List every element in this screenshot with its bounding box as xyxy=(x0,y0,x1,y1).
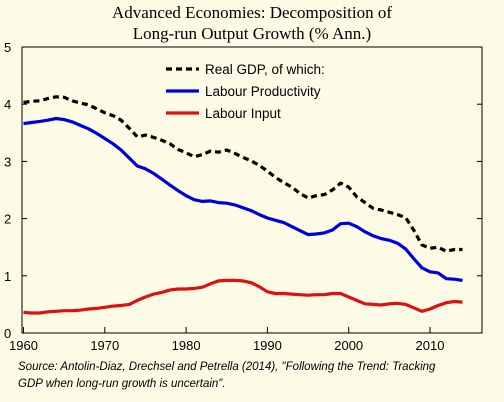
legend-label: Labour Input xyxy=(205,106,281,121)
chart-title: Advanced Economies: Decomposition of Lon… xyxy=(0,2,504,44)
y-tick-label: 4 xyxy=(4,97,11,112)
series-line xyxy=(23,278,463,315)
title-line-1: Advanced Economies: Decomposition of xyxy=(112,3,392,22)
y-tick-label: 5 xyxy=(4,40,11,55)
title-line-2: Long-run Output Growth (% Ann.) xyxy=(132,24,372,43)
x-tick-label: 1970 xyxy=(90,338,119,353)
y-tick-label: 0 xyxy=(4,326,11,341)
y-tick-label: 2 xyxy=(4,212,11,227)
legend-label: Labour Productivity xyxy=(205,84,321,99)
x-tick-label: 1980 xyxy=(172,338,201,353)
y-tick-label: 1 xyxy=(4,269,11,284)
line-chart: 0 1 2 3 4 5 1960 1970 1980 1990 2000 2010 Real GDP,… xyxy=(4,40,483,353)
x-tick-label: 1990 xyxy=(253,338,282,353)
plot-frame xyxy=(21,46,483,334)
series-line xyxy=(23,95,463,253)
source-note: Source: Antolin-Diaz, Drechsel and Petre… xyxy=(18,359,500,393)
y-tick-label: 3 xyxy=(4,154,11,169)
source-line-1: Source: Antolin-Diaz, Drechsel and Petre… xyxy=(18,361,436,373)
x-tick-label: 1960 xyxy=(9,338,38,353)
legend: Real GDP, of which: Labour Productivity La… xyxy=(166,62,325,121)
source-line-2: GDP when long-run growth is uncertain". xyxy=(18,378,226,390)
series-line xyxy=(23,116,463,282)
series-lines xyxy=(23,95,463,315)
x-tick-label: 2010 xyxy=(416,338,445,353)
axes: 0 1 2 3 4 5 1960 1970 1980 1990 2000 2010 xyxy=(4,40,482,353)
legend-label: Real GDP, of which: xyxy=(205,62,325,77)
x-tick-label: 2000 xyxy=(334,338,363,353)
